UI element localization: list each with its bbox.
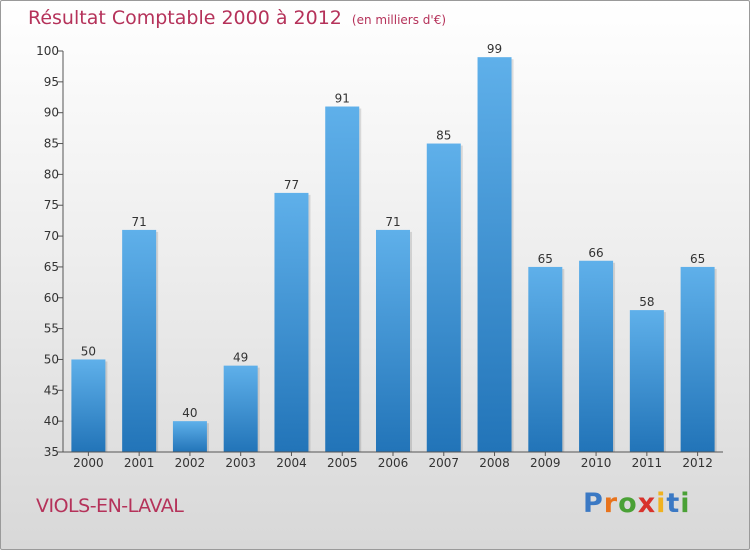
y-tick-label: 35 (44, 445, 59, 459)
logo-letter: r (603, 488, 619, 519)
bar-data-label: 65 (538, 252, 553, 266)
bar (274, 192, 309, 452)
bar-data-label: 40 (182, 406, 197, 420)
proxiti-logo[interactable]: Proxiti (583, 488, 691, 519)
x-tick-label: 2009 (530, 456, 561, 470)
x-tick-label: 2004 (276, 456, 307, 470)
bar-data-label: 66 (588, 246, 603, 260)
x-tick-label: 2001 (124, 456, 155, 470)
x-tick-label: 2000 (73, 456, 104, 470)
x-tick-label: 2006 (378, 456, 409, 470)
y-axis: 35 40 45 50 55 60 65 70 75 80 85 90 95 100 (36, 44, 64, 459)
x-tick-label: 2008 (479, 456, 510, 470)
y-tick-label: 90 (44, 106, 59, 120)
bar (71, 359, 106, 452)
chart-title: Résultat Comptable 2000 à 2012 (en millie… (28, 7, 446, 29)
title-text: Résultat Comptable 2000 à 2012 (28, 7, 342, 29)
bar (325, 106, 360, 453)
y-tick-label: 75 (44, 198, 59, 212)
logo-letter: t (666, 488, 681, 519)
y-tick-label: 100 (36, 44, 59, 58)
x-tick-label: 2011 (632, 456, 663, 470)
x-tick-label: 2003 (225, 456, 256, 470)
bar-data-label: 99 (487, 42, 502, 56)
bar-data-label: 77 (284, 178, 299, 192)
bars: 50 71 40 49 77 91 71 85 99 65 66 58 65 (71, 42, 717, 453)
x-tick-label: 2002 (175, 456, 206, 470)
logo-letter: i (656, 488, 667, 519)
bar (223, 365, 258, 452)
y-tick-label: 55 (44, 322, 59, 336)
bar-data-label: 58 (639, 295, 654, 309)
bar (122, 229, 157, 452)
location-label: VIOLS-EN-LAVAL (36, 495, 184, 517)
y-tick-label: 45 (44, 383, 59, 397)
bar (579, 260, 614, 452)
y-tick-label: 50 (44, 352, 59, 366)
bar (629, 310, 664, 452)
x-tick-label: 2012 (682, 456, 713, 470)
logo-letter: i (680, 488, 691, 519)
bar-data-label: 49 (233, 351, 248, 365)
y-tick-label: 85 (44, 137, 59, 151)
x-tick-label: 2005 (327, 456, 358, 470)
bar-data-label: 91 (335, 92, 350, 106)
y-tick-label: 60 (44, 291, 59, 305)
bar (680, 266, 715, 452)
y-tick-label: 95 (44, 75, 59, 89)
bar-data-label: 85 (436, 129, 451, 143)
x-tick-label: 2007 (428, 456, 459, 470)
logo-letter: o (618, 488, 638, 519)
x-axis: 2000 2001 2002 2003 2004 2005 2006 2007 2008 2009… (63, 451, 723, 470)
bar-data-label: 65 (690, 252, 705, 266)
bar (376, 229, 410, 452)
bar (172, 421, 207, 452)
bar (477, 57, 512, 453)
logo-letter: P (583, 488, 604, 519)
y-tick-label: 65 (44, 260, 59, 274)
x-tick-label: 2010 (581, 456, 612, 470)
bar (426, 143, 461, 453)
y-tick-label: 80 (44, 167, 59, 181)
bar-data-label: 50 (81, 344, 96, 358)
y-tick-label: 40 (44, 414, 59, 428)
bar-data-label: 71 (132, 215, 147, 229)
y-tick-label: 70 (44, 229, 59, 243)
title-unit: (en milliers d'€) (351, 13, 447, 27)
logo-letter: x (637, 488, 657, 519)
bar (528, 266, 563, 452)
bar-data-label: 71 (385, 215, 400, 229)
